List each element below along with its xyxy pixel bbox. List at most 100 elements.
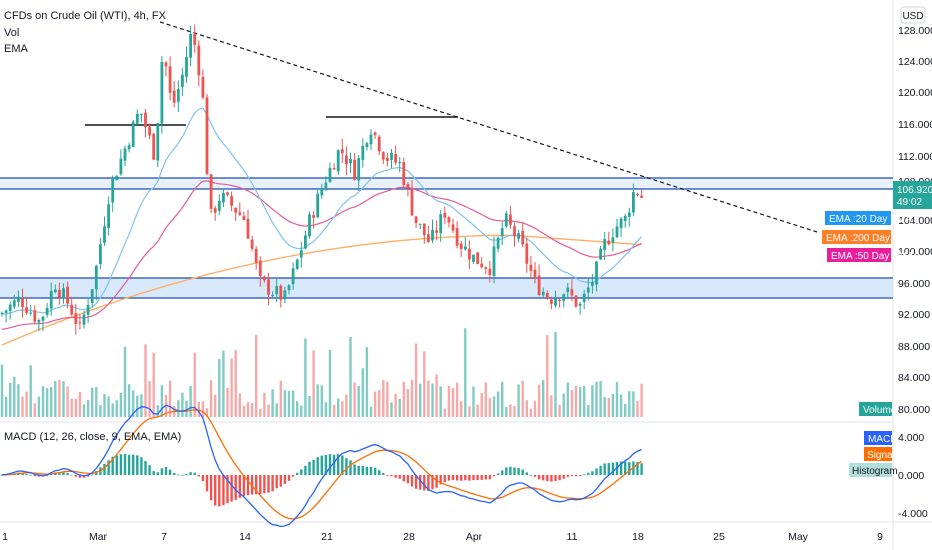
macd-histogram-bar	[304, 465, 307, 475]
volume-bar	[45, 388, 49, 417]
support-zone[interactable]	[0, 277, 893, 299]
svg-text:MACD: MACD	[868, 434, 897, 445]
candle	[513, 222, 516, 247]
candle	[25, 296, 28, 315]
volume-bar	[13, 376, 16, 417]
volume-bar	[386, 381, 389, 417]
candle	[8, 301, 12, 320]
candle	[427, 225, 430, 243]
volume-bar	[410, 379, 414, 417]
candle	[636, 192, 639, 197]
macd-histogram-bar	[99, 467, 102, 475]
volume-bar	[201, 401, 205, 417]
macd-histogram-bar	[390, 475, 393, 477]
volume-bar	[353, 382, 356, 417]
macd-histogram-bar	[62, 471, 65, 475]
candle	[230, 191, 233, 212]
volume-bar	[435, 374, 438, 417]
volume-bar	[50, 387, 53, 417]
candle	[33, 305, 37, 325]
volume-bar	[361, 368, 364, 417]
candle	[140, 113, 143, 123]
volume-bar	[517, 384, 520, 417]
macd-histogram-bar	[628, 462, 631, 475]
candle	[406, 181, 410, 197]
candle	[410, 180, 414, 217]
macd-histogram-bar	[123, 453, 127, 475]
volume-bar	[443, 408, 446, 417]
candle	[439, 210, 443, 242]
macd-histogram-bar	[562, 475, 565, 479]
candle	[62, 283, 65, 304]
candle	[386, 152, 389, 167]
candle	[591, 274, 594, 294]
volume-bar	[640, 383, 643, 417]
resistance-zone[interactable]	[0, 177, 893, 190]
candle	[558, 298, 561, 308]
time-tick: 28	[403, 531, 415, 543]
volume-bar	[476, 404, 479, 417]
volume-bar	[181, 392, 184, 417]
macd-histogram-bar	[398, 475, 401, 479]
time-tick: 9	[877, 531, 883, 543]
macd-histogram-bar	[214, 475, 217, 506]
symbol-title: CFDs on Crude Oil (WTI), 4h, FX	[4, 10, 167, 22]
macd-histogram-bar	[378, 470, 381, 475]
volume-bar	[505, 406, 508, 417]
candle	[521, 222, 525, 247]
volume-bar	[168, 380, 172, 417]
candle	[70, 296, 74, 316]
macd-histogram-bar	[234, 475, 237, 500]
macd-histogram-bar	[431, 475, 434, 490]
macd-histogram-bar	[419, 475, 422, 490]
volume-bar	[554, 331, 557, 417]
volume-bar	[136, 395, 139, 417]
macd-histogram-bar	[127, 454, 131, 475]
volume-bar	[562, 393, 565, 417]
candle	[488, 260, 492, 283]
macd-histogram-bar	[373, 467, 377, 475]
volume-bar	[304, 338, 307, 417]
price-tick: 80.000	[898, 404, 930, 416]
macd-histogram-bar	[95, 471, 98, 475]
candle	[78, 314, 82, 330]
currency-button[interactable]: USD	[900, 6, 926, 24]
candle	[12, 294, 16, 310]
ema-legend: EMA	[4, 43, 29, 55]
volume-bar	[9, 382, 12, 417]
candle	[414, 216, 418, 228]
candle	[197, 40, 201, 87]
macd-histogram-bar	[492, 475, 496, 477]
macd-histogram-bar	[267, 475, 270, 493]
macd-histogram-bar	[320, 455, 323, 475]
candle	[320, 183, 324, 199]
candle	[476, 252, 479, 265]
volume-bar	[78, 391, 82, 417]
volume-bar	[349, 337, 352, 417]
candle	[176, 80, 180, 112]
macd-histogram-bar	[160, 468, 164, 475]
candle	[627, 207, 631, 227]
macd-histogram-bar	[70, 474, 73, 476]
macd-histogram-bar	[140, 457, 143, 475]
macd-histogram-bar	[357, 465, 360, 475]
candle	[193, 24, 197, 53]
time-axis[interactable]: 1 Mar 7 14 21 28 Apr 11 18 25 May 9	[2, 531, 883, 543]
macd-histogram-bar	[414, 475, 418, 489]
price-tick: 88.000	[898, 341, 930, 353]
macd-tick-zero: 0.000	[898, 470, 924, 482]
volume-bar	[144, 344, 147, 417]
volume-bar	[283, 390, 287, 417]
candle	[222, 188, 225, 207]
candle	[550, 296, 553, 310]
volume-bar	[74, 398, 77, 417]
candle	[242, 211, 246, 221]
macd-histogram-bar	[484, 475, 487, 480]
dashed-trendline[interactable]	[159, 21, 818, 233]
candle	[422, 223, 426, 244]
macd-histogram-bar	[238, 475, 241, 498]
candle	[578, 301, 582, 315]
ema-200-label: EMA :200 Day EMA	[822, 230, 915, 244]
macd-line-label: MACD	[864, 431, 897, 445]
